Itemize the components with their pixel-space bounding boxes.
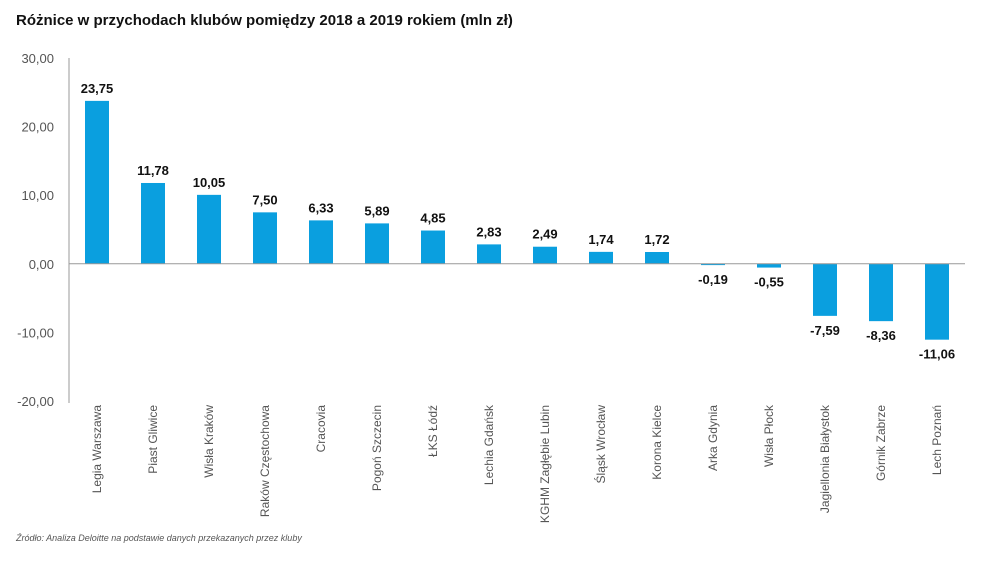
value-label: -11,06 [919,347,955,362]
y-tick-label: 0,00 [29,257,54,272]
x-axis-labels: Legia Warszawa Piast Gliwice Wisła Kraków R… [90,404,944,523]
x-tick-label: Korona Kielce [650,405,664,480]
x-tick-label: Lechia Gdańsk [482,404,496,485]
x-tick-label: Lech Poznań [930,405,944,475]
value-label: 2,83 [476,224,501,239]
bars [85,100,949,340]
x-tick-label: Wisła Płock [762,404,776,467]
x-tick-label: Wisła Kraków [202,405,216,478]
x-tick-label: Cracovia [314,405,328,453]
bar [813,263,837,316]
y-tick-label: 30,00 [21,51,54,66]
value-label: -0,55 [754,275,784,290]
value-label: 4,85 [420,211,445,226]
bar [533,246,557,264]
y-tick-label: -20,00 [17,394,54,409]
value-labels: 23,75 11,78 10,05 7,50 6,33 5,89 4,85 2,83 2,49 1… [81,81,955,362]
x-tick-label: Piast Gliwice [146,405,160,474]
bar [309,220,333,264]
bar [141,182,165,264]
bar [869,263,893,322]
x-tick-label: Arka Gdynia [706,405,720,471]
value-label: 5,89 [364,203,389,218]
x-tick-label: Śląsk Wrocław [593,405,608,484]
value-label: 2,49 [532,227,557,242]
value-label: -0,19 [698,272,728,287]
y-tick-label: 20,00 [21,120,54,135]
bar [925,263,949,340]
bar [197,194,221,264]
chart-title: Różnice w przychodach klubów pomiędzy 20… [16,12,513,29]
bar [757,263,781,268]
bar [589,251,613,264]
x-tick-label: Legia Warszawa [90,405,104,494]
value-label: 23,75 [81,81,114,96]
y-tick-label: -10,00 [17,325,54,340]
x-tick-label: Pogoń Szczecin [370,405,384,491]
x-tick-label: KGHM Zagłębie Lubin [538,405,552,523]
bar [421,230,445,264]
value-label: -7,59 [810,323,840,338]
y-axis-ticks: 30,00 20,00 10,00 0,00 -10,00 -20,00 [17,51,54,409]
bar [645,252,669,264]
x-tick-label: Górnik Zabrze [874,405,888,481]
value-label: 11,78 [137,163,169,178]
bar [701,263,725,266]
value-label: 1,72 [644,232,669,247]
value-label: 7,50 [252,192,277,207]
x-tick-label: ŁKS Łódź [426,405,440,457]
bar [85,100,109,264]
x-tick-label: Jagiellonia Białystok [818,404,832,513]
value-label: 6,33 [308,200,333,215]
bar [365,223,389,264]
bar [477,244,501,264]
value-label: 1,74 [588,232,614,247]
source-note: Źródło: Analiza Deloitte na podstawie da… [16,533,302,543]
x-tick-label: Raków Częstochowa [258,405,272,517]
value-label: 10,05 [193,175,226,190]
value-label: -8,36 [866,328,896,343]
bar [253,212,277,264]
y-tick-label: 10,00 [21,188,54,203]
